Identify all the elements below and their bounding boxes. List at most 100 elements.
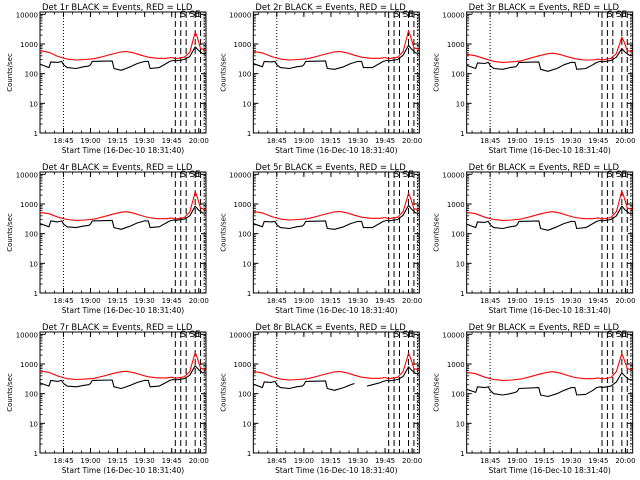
y-tick-label: 1000 bbox=[20, 201, 38, 209]
x-tick-label: 19:45 bbox=[162, 137, 182, 145]
x-tick-label: 19:15 bbox=[107, 137, 127, 145]
plot-frame bbox=[252, 331, 420, 454]
flag-label: E bbox=[195, 170, 201, 180]
flag-label: S bbox=[616, 10, 622, 20]
x-axis-label: Start Time (16-Dec-10 18:31:40) bbox=[488, 306, 610, 315]
x-tick-label: 19:00 bbox=[294, 457, 314, 465]
plot-frame bbox=[39, 171, 207, 294]
x-tick-label: 19:00 bbox=[507, 457, 527, 465]
x-tick-label: 19:15 bbox=[321, 457, 341, 465]
y-axis-label: Counts/sec bbox=[433, 373, 441, 412]
x-tick-label: 19:00 bbox=[294, 297, 314, 305]
x-tick-label: 19:00 bbox=[507, 297, 527, 305]
y-tick-label: 1 bbox=[460, 450, 464, 458]
y-axis-label: Counts/sec bbox=[6, 53, 14, 92]
y-tick-label: 1000 bbox=[447, 201, 465, 209]
flag-label: S bbox=[403, 330, 409, 340]
x-axis-label: Start Time (16-Dec-10 18:31:40) bbox=[62, 306, 184, 315]
x-axis-label: Start Time (16-Dec-10 18:31:40) bbox=[275, 466, 397, 475]
x-tick-label: 19:30 bbox=[135, 297, 155, 305]
panel-5: Det 5r BLACK = Events, RED = LLD 1 10 100 10… bbox=[219, 163, 422, 315]
x-tick-label: 19:30 bbox=[348, 137, 368, 145]
x-tick-label: 19:45 bbox=[162, 297, 182, 305]
x-tick-label: 19:45 bbox=[375, 457, 395, 465]
x-tick-label: 19:15 bbox=[107, 457, 127, 465]
x-axis-label: Start Time (16-Dec-10 18:31:40) bbox=[488, 466, 610, 475]
y-tick-label: 1 bbox=[247, 290, 251, 298]
panel-title: Det 6r BLACK = Events, RED = LLD bbox=[469, 163, 620, 173]
y-tick-label: 10000 bbox=[16, 171, 38, 179]
flag-label: E bbox=[621, 330, 627, 340]
y-tick-label: 10000 bbox=[442, 11, 464, 19]
lld-series-line bbox=[466, 190, 633, 221]
lld-series-line bbox=[253, 192, 420, 221]
x-tick-label: 18:45 bbox=[267, 457, 287, 465]
flag-label: S bbox=[403, 170, 409, 180]
x-tick-label: 19:30 bbox=[348, 457, 368, 465]
flag-label: S bbox=[607, 330, 613, 340]
x-tick-label: 20:00 bbox=[402, 297, 422, 305]
y-tick-label: 10 bbox=[29, 420, 38, 428]
y-tick-label: 100 bbox=[451, 71, 464, 79]
flag-label: S bbox=[394, 330, 400, 340]
events-series-line bbox=[39, 46, 207, 71]
x-tick-label: 19:45 bbox=[588, 137, 608, 145]
panel-3: Det 3r BLACK = Events, RED = LLD 1 10 100 10… bbox=[433, 3, 636, 155]
x-tick-label: 19:00 bbox=[80, 457, 100, 465]
events-series-line bbox=[253, 204, 420, 230]
plot-frame bbox=[252, 11, 420, 134]
x-tick-label: 18:45 bbox=[53, 137, 73, 145]
flag-label: E bbox=[408, 10, 414, 20]
x-tick-label: 19:00 bbox=[294, 137, 314, 145]
y-tick-label: 1000 bbox=[20, 41, 38, 49]
panel-title: Det 5r BLACK = Events, RED = LLD bbox=[255, 163, 406, 173]
y-axis-label: Counts/sec bbox=[219, 53, 227, 92]
y-tick-label: 1 bbox=[247, 130, 251, 138]
panel-title: Det 4r BLACK = Events, RED = LLD bbox=[42, 163, 193, 173]
lld-series-line bbox=[39, 352, 207, 381]
x-tick-label: 19:00 bbox=[507, 137, 527, 145]
flag-label: S bbox=[189, 10, 195, 20]
x-tick-label: 19:15 bbox=[534, 457, 554, 465]
plot-frame bbox=[39, 11, 207, 134]
panel-title: Det 1r BLACK = Events, RED = LLD bbox=[42, 3, 193, 13]
x-tick-label: 20:00 bbox=[402, 457, 422, 465]
y-tick-label: 100 bbox=[451, 391, 464, 399]
flag-label: E bbox=[621, 170, 627, 180]
y-axis-label: Counts/sec bbox=[219, 373, 227, 412]
y-tick-label: 1000 bbox=[447, 41, 465, 49]
panel-8: Det 8r BLACK = Events, RED = LLD 1 10 100 10… bbox=[219, 323, 422, 475]
flag-label: S bbox=[189, 170, 195, 180]
y-tick-label: 100 bbox=[25, 391, 38, 399]
x-tick-label: 18:45 bbox=[480, 297, 500, 305]
y-tick-label: 100 bbox=[238, 231, 251, 239]
y-tick-label: 1 bbox=[460, 290, 464, 298]
x-tick-label: 18:45 bbox=[53, 457, 73, 465]
flag-label: S bbox=[403, 10, 409, 20]
x-tick-label: 19:30 bbox=[561, 137, 581, 145]
x-tick-label: 19:00 bbox=[80, 297, 100, 305]
flag-label: S bbox=[180, 170, 186, 180]
flag-label: E bbox=[621, 10, 627, 20]
lld-series-line bbox=[39, 191, 207, 221]
y-tick-label: 1000 bbox=[234, 41, 252, 49]
y-axis-label: Counts/sec bbox=[6, 213, 14, 252]
y-axis-label: Counts/sec bbox=[433, 53, 441, 92]
x-tick-label: 19:15 bbox=[321, 297, 341, 305]
y-tick-label: 1 bbox=[34, 450, 38, 458]
panel-2: Det 2r BLACK = Events, RED = LLD 1 10 100 10… bbox=[219, 3, 422, 155]
y-axis-label: Counts/sec bbox=[219, 213, 227, 252]
panel-title: Det 3r BLACK = Events, RED = LLD bbox=[469, 3, 620, 13]
x-axis-label: Start Time (16-Dec-10 18:31:40) bbox=[275, 146, 397, 155]
y-tick-label: 10 bbox=[456, 420, 465, 428]
y-tick-label: 10 bbox=[29, 260, 38, 268]
x-tick-label: 18:45 bbox=[267, 297, 287, 305]
flag-label: S bbox=[616, 330, 622, 340]
panel-title: Det 8r BLACK = Events, RED = LLD bbox=[255, 323, 406, 333]
x-tick-label: 19:45 bbox=[375, 297, 395, 305]
y-tick-label: 10000 bbox=[16, 331, 38, 339]
flag-label: S bbox=[607, 10, 613, 20]
panel-title: Det 2r BLACK = Events, RED = LLD bbox=[255, 3, 406, 13]
x-tick-label: 20:00 bbox=[615, 457, 635, 465]
flag-label: S bbox=[180, 330, 186, 340]
